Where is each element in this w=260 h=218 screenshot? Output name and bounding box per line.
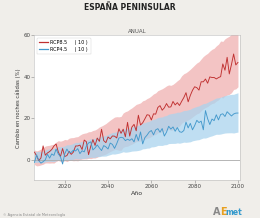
Text: met: met <box>226 208 242 217</box>
X-axis label: Año: Año <box>131 191 143 196</box>
Y-axis label: Cambio en noches cálidas (%): Cambio en noches cálidas (%) <box>15 68 21 148</box>
Text: A: A <box>213 207 221 217</box>
Legend: RCP8.5     ( 10 ), RCP4.5     ( 10 ): RCP8.5 ( 10 ), RCP4.5 ( 10 ) <box>37 38 90 54</box>
Text: E: E <box>220 207 226 217</box>
Text: © Agencia Estatal de Meteorología: © Agencia Estatal de Meteorología <box>3 213 65 217</box>
Text: ESPAÑA PENINSULAR: ESPAÑA PENINSULAR <box>84 3 176 12</box>
Title: ANUAL: ANUAL <box>128 29 147 34</box>
